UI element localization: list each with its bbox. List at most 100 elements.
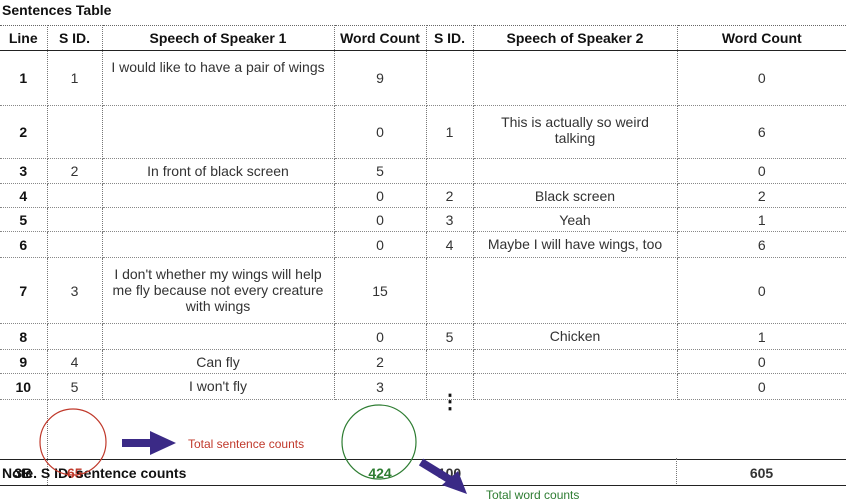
word-count-2-cell: 0 bbox=[677, 257, 846, 324]
line-cell: 8 bbox=[0, 323, 48, 350]
speech-1-cell bbox=[102, 231, 335, 258]
sentences-table: Line S ID. Speech of Speaker 1 Word Coun… bbox=[0, 25, 846, 486]
word-count-1-cell: 0 bbox=[334, 183, 427, 208]
word-count-2-cell: 0 bbox=[677, 349, 846, 374]
sid-1-cell: 4 bbox=[47, 349, 103, 374]
header-sid-1: S ID. bbox=[47, 25, 103, 51]
line-cell: 10 bbox=[0, 373, 48, 400]
word-count-2-cell: 1 bbox=[677, 323, 846, 350]
word-count-1-cell: 5 bbox=[334, 158, 427, 184]
ellipsis-row-cell bbox=[677, 399, 846, 460]
word-count-1-cell: 0 bbox=[334, 207, 427, 232]
header-speech-2: Speech of Speaker 2 bbox=[473, 25, 678, 51]
total-word-label: Total word counts bbox=[486, 488, 580, 502]
ellipsis-row-cell bbox=[47, 399, 102, 460]
line-cell: 2 bbox=[0, 105, 48, 159]
word-count-2-cell: 0 bbox=[677, 373, 846, 400]
sid-2-cell: 2 bbox=[426, 183, 474, 208]
table-row: 4 0 2 Black screen 2 bbox=[0, 183, 846, 208]
table-row: 6 0 4 Maybe I will have wings, too 6 bbox=[0, 231, 846, 258]
table-note: Note. S ID. sentence counts bbox=[2, 465, 187, 481]
table-row: 3 2 In front of black screen 5 0 bbox=[0, 158, 846, 184]
line-cell: 7 bbox=[0, 257, 48, 324]
sid-1-cell bbox=[47, 323, 103, 350]
sid-1-cell: 1 bbox=[47, 50, 103, 106]
speech-1-cell bbox=[102, 183, 335, 208]
header-line: Line bbox=[0, 25, 48, 51]
table-row: 9 4 Can fly 2 0 bbox=[0, 349, 846, 374]
speech-2-cell bbox=[473, 158, 678, 184]
word-count-1-cell: 0 bbox=[334, 105, 427, 159]
sid-1-cell: 2 bbox=[47, 158, 103, 184]
speech-2-cell: Yeah bbox=[473, 207, 678, 232]
speech-1-cell bbox=[102, 105, 335, 159]
speech-1-cell bbox=[102, 207, 335, 232]
sid-1-cell: 5 bbox=[47, 373, 103, 400]
word-count-1-cell: 15 bbox=[334, 257, 427, 324]
ellipsis-row-cell bbox=[334, 399, 426, 460]
line-cell: 4 bbox=[0, 183, 48, 208]
note-divider bbox=[676, 458, 677, 484]
total-blank-2 bbox=[473, 459, 677, 486]
sid-2-cell: 1 bbox=[426, 105, 474, 159]
word-count-2-cell: 6 bbox=[677, 231, 846, 258]
sid-2-cell bbox=[426, 50, 474, 106]
sid-2-cell bbox=[426, 373, 474, 400]
speech-2-cell bbox=[473, 257, 678, 324]
word-count-1-cell: 0 bbox=[334, 231, 427, 258]
ellipsis-row-cell bbox=[102, 399, 334, 460]
sid-2-cell bbox=[426, 349, 474, 374]
speech-1-cell: Can fly bbox=[102, 349, 335, 374]
speech-2-cell: Black screen bbox=[473, 183, 678, 208]
speech-2-cell bbox=[473, 349, 678, 374]
sid-2-cell: 4 bbox=[426, 231, 474, 258]
speech-1-cell: I won't fly bbox=[102, 373, 335, 400]
speech-2-cell: Chicken bbox=[473, 323, 678, 350]
header-speech-1: Speech of Speaker 1 bbox=[102, 25, 335, 51]
total-sentence-count-2: 100 bbox=[426, 459, 473, 486]
table-row: 5 0 3 Yeah 1 bbox=[0, 207, 846, 232]
table-row: 8 0 5 Chicken 1 bbox=[0, 323, 846, 350]
header-word-count-2: Word Count bbox=[677, 25, 846, 51]
sid-1-cell: 3 bbox=[47, 257, 103, 324]
speech-2-cell bbox=[473, 50, 678, 106]
ellipsis-row bbox=[0, 399, 846, 460]
line-cell: 5 bbox=[0, 207, 48, 232]
speech-1-cell: In front of black screen bbox=[102, 158, 335, 184]
speech-2-cell bbox=[473, 373, 678, 400]
word-count-2-cell: 1 bbox=[677, 207, 846, 232]
total-word-count-1: 424 bbox=[334, 459, 426, 486]
line-cell: 1 bbox=[0, 50, 48, 106]
word-count-2-cell: 6 bbox=[677, 105, 846, 159]
ellipsis-row-cell bbox=[473, 399, 677, 460]
ellipsis-row-cell bbox=[426, 399, 473, 460]
ellipsis-row-cell bbox=[0, 399, 48, 460]
table-title: Sentences Table bbox=[2, 2, 112, 18]
line-cell: 9 bbox=[0, 349, 48, 374]
word-count-1-cell: 2 bbox=[334, 349, 427, 374]
sid-1-cell bbox=[47, 231, 103, 258]
header-sid-2: S ID. bbox=[426, 25, 474, 51]
word-count-2-cell: 0 bbox=[677, 50, 846, 106]
line-cell: 3 bbox=[0, 158, 48, 184]
header-row: Line S ID. Speech of Speaker 1 Word Coun… bbox=[0, 25, 846, 51]
word-count-1-cell: 9 bbox=[334, 50, 427, 106]
speech-1-cell bbox=[102, 323, 335, 350]
word-count-1-cell: 0 bbox=[334, 323, 427, 350]
sid-2-cell bbox=[426, 257, 474, 324]
sid-2-cell: 5 bbox=[426, 323, 474, 350]
table-row: 10 5 I won't fly 3 0 bbox=[0, 373, 846, 400]
word-count-2-cell: 2 bbox=[677, 183, 846, 208]
total-sentence-label: Total sentence counts bbox=[188, 437, 305, 451]
line-cell: 6 bbox=[0, 231, 48, 258]
header-word-count-1: Word Count bbox=[334, 25, 427, 51]
ellipsis-mark: ⋮ bbox=[440, 391, 460, 413]
speech-2-cell: Maybe I will have wings, too bbox=[473, 231, 678, 258]
sid-1-cell bbox=[47, 207, 103, 232]
sid-2-cell: 3 bbox=[426, 207, 474, 232]
total-blank-1 bbox=[102, 459, 334, 486]
table-row: 2 0 1 This is actually so weird talking 6 bbox=[0, 105, 846, 159]
word-count-2-cell: 0 bbox=[677, 158, 846, 184]
